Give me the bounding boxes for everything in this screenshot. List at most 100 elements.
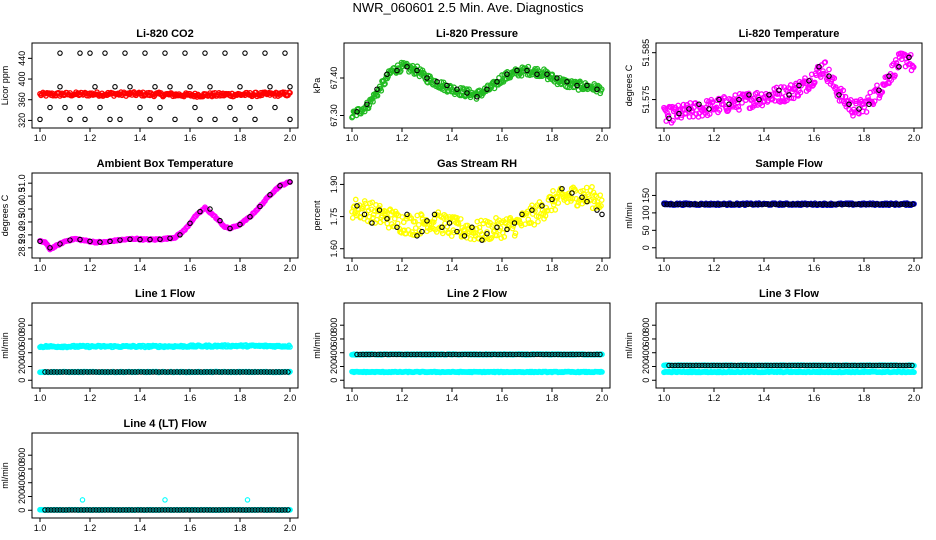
- data-point: [871, 201, 877, 207]
- data-point: [793, 201, 799, 207]
- data-point: [369, 351, 375, 358]
- data-point: [735, 362, 741, 369]
- data-point: [797, 89, 804, 96]
- data-point: [419, 228, 425, 235]
- data-point: [688, 201, 694, 207]
- series-line4_spikes: [79, 497, 251, 503]
- data-point: [702, 362, 708, 369]
- data-point: [57, 50, 63, 56]
- data-point: [823, 201, 829, 207]
- data-point: [534, 351, 540, 358]
- data-point: [564, 351, 570, 358]
- data-point: [853, 201, 859, 207]
- y-axis-label: ml/min: [624, 202, 634, 229]
- data-point: [243, 369, 249, 375]
- data-point: [519, 351, 525, 358]
- data-point: [757, 201, 763, 207]
- data-point: [231, 507, 237, 513]
- data-point: [144, 507, 150, 513]
- data-point: [494, 79, 500, 85]
- data-point: [84, 507, 90, 513]
- series-rh_black: [354, 185, 605, 243]
- x-tick-label: 1.0: [34, 263, 47, 273]
- data-point: [219, 507, 225, 513]
- data-point: [51, 507, 57, 513]
- data-point: [204, 369, 210, 375]
- data-point: [795, 362, 801, 369]
- data-point: [267, 507, 273, 513]
- data-point: [829, 201, 835, 207]
- data-point: [874, 82, 880, 89]
- data-point: [906, 54, 912, 61]
- data-point: [859, 201, 865, 207]
- data-point: [394, 67, 400, 74]
- data-point: [814, 201, 820, 207]
- data-point: [247, 104, 253, 111]
- data-point: [423, 351, 429, 358]
- x-tick-label: 1.8: [234, 263, 247, 273]
- data-point: [820, 68, 826, 74]
- y-tick-label: 1.60: [329, 240, 339, 258]
- data-point: [567, 351, 573, 358]
- data-point: [243, 507, 249, 513]
- data-point: [690, 362, 696, 369]
- data-point: [703, 201, 709, 207]
- data-point: [582, 351, 588, 358]
- data-point: [138, 507, 144, 513]
- data-point: [361, 211, 368, 218]
- data-point: [554, 75, 560, 81]
- data-point: [404, 64, 410, 70]
- x-tick-label: 1.4: [134, 523, 147, 533]
- data-point: [765, 362, 771, 369]
- data-point: [726, 101, 732, 108]
- data-point: [435, 351, 441, 358]
- data-point: [105, 369, 111, 375]
- data-point: [416, 227, 423, 234]
- data-point: [273, 369, 279, 375]
- data-point: [579, 351, 585, 358]
- data-point: [168, 369, 174, 375]
- data-point: [197, 208, 203, 215]
- data-point: [780, 362, 786, 369]
- data-point: [234, 369, 240, 375]
- data-point: [787, 82, 794, 88]
- data-point: [285, 507, 291, 513]
- series-co2_black: [37, 50, 293, 123]
- data-point: [676, 110, 682, 117]
- x-tick-label: 1.4: [758, 393, 771, 403]
- y-tick-label: 200: [641, 359, 651, 374]
- data-point: [457, 216, 464, 222]
- data-point: [270, 507, 276, 513]
- data-point: [387, 351, 393, 358]
- data-point: [501, 351, 507, 358]
- data-point: [78, 369, 84, 375]
- data-point: [911, 369, 917, 376]
- plot-frame: [343, 302, 611, 389]
- data-point: [434, 79, 440, 85]
- data-point: [287, 84, 293, 90]
- series-line4_black: [42, 507, 291, 513]
- data-point: [822, 59, 829, 65]
- data-point: [880, 201, 886, 207]
- data-point: [177, 507, 183, 513]
- data-point: [735, 103, 742, 110]
- data-point: [891, 362, 897, 369]
- data-point: [432, 351, 438, 358]
- x-tick-label: 1.6: [808, 393, 821, 403]
- chart-title: Line 1 Flow: [135, 288, 195, 300]
- data-point: [381, 351, 387, 358]
- x-tick-label: 2.0: [284, 263, 297, 273]
- data-point: [694, 201, 700, 207]
- data-point: [363, 351, 369, 358]
- data-point: [454, 86, 460, 93]
- data-point: [484, 86, 490, 93]
- data-point: [570, 351, 576, 358]
- y-tick-label: 400: [17, 72, 27, 87]
- data-point: [157, 236, 163, 243]
- y-tick-label: 28.5: [17, 239, 27, 257]
- data-point: [594, 86, 600, 93]
- data-point: [670, 201, 676, 207]
- data-point: [507, 351, 513, 358]
- data-point: [583, 184, 590, 191]
- data-point: [501, 234, 508, 240]
